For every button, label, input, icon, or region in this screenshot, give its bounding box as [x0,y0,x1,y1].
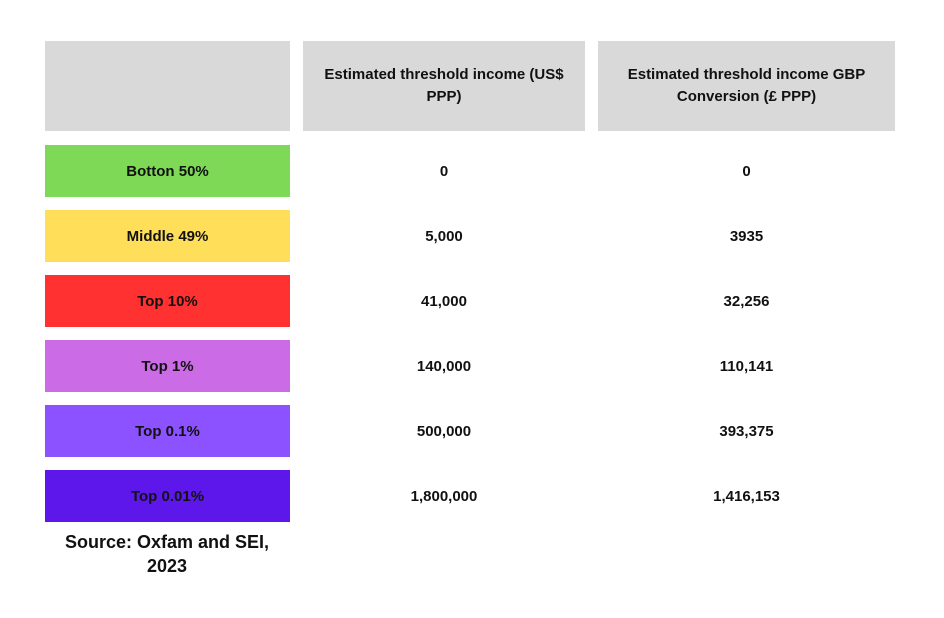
usd-value: 5,000 [425,227,463,245]
header-gbp-column: Estimated threshold income GBP Conversio… [598,41,895,131]
gbp-value: 3935 [729,227,764,245]
row-label-top-10: Top 10% [45,275,290,327]
header-blank-cell [45,41,290,131]
gbp-value: 1,416,153 [713,487,780,505]
gbp-value: 393,375 [719,422,774,440]
usd-value: 1,800,000 [410,487,478,505]
gbp-value: 0 [742,162,751,180]
usd-value: 0 [439,162,449,180]
row-label-top-0-01: Top 0.01% [45,470,290,522]
gbp-value: 32,256 [723,292,770,310]
header-usd-column: Estimated threshold income (US$ PPP) [303,41,585,131]
usd-value: 140,000 [416,357,472,375]
source-note: Source: Oxfam and SEI, 2023 [64,532,270,576]
row-label-middle-49: Middle 49% [45,210,290,262]
usd-value: 41,000 [421,292,467,310]
row-label-top-1: Top 1% [45,340,290,392]
gbp-value: 110,141 [719,357,774,375]
usd-value: 500,000 [416,422,472,440]
row-label-top-0-1: Top 0.1% [45,405,290,457]
row-label-bottom-50: Botton 50% [45,145,290,197]
